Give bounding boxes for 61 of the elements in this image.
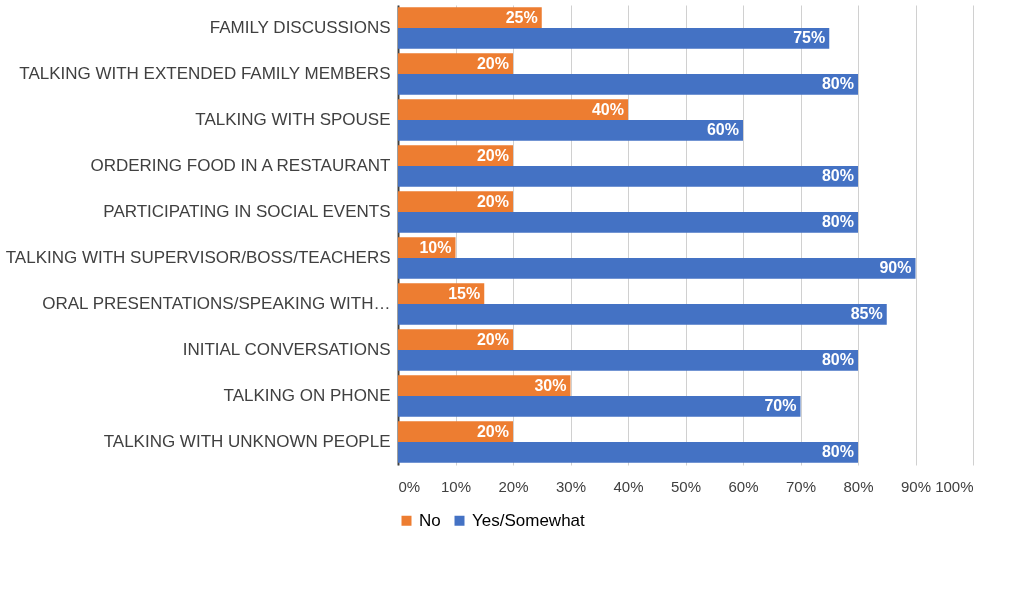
- bar: [398, 145, 513, 166]
- bar: [398, 329, 513, 350]
- bar: [398, 396, 801, 417]
- legend-label: No: [419, 510, 441, 530]
- bar: [398, 304, 887, 325]
- x-tick-label: 80%: [843, 477, 874, 495]
- data-label: 20%: [476, 422, 509, 440]
- bar: [398, 442, 858, 463]
- data-label: 80%: [821, 443, 854, 461]
- data-label: 20%: [476, 54, 509, 72]
- data-label: 80%: [821, 351, 854, 369]
- bar: [398, 120, 743, 141]
- data-label: 85%: [850, 305, 883, 323]
- bar: [398, 191, 513, 212]
- bar: [398, 212, 858, 233]
- x-tick-label: 30%: [555, 477, 587, 495]
- bar: [398, 28, 830, 49]
- x-tick-label: 100%: [935, 477, 974, 495]
- bar: [398, 258, 916, 279]
- data-label: 80%: [821, 167, 854, 185]
- data-label: 10%: [419, 238, 452, 256]
- data-label: 80%: [821, 75, 854, 93]
- data-label: 75%: [793, 29, 826, 47]
- x-tick-label: 20%: [498, 477, 529, 495]
- x-tick-label: 90%: [900, 477, 932, 495]
- y-tick-label: TALKING ON PHONE: [223, 386, 391, 405]
- bar: [398, 375, 571, 396]
- legend-label: Yes/Somewhat: [472, 510, 586, 530]
- bar: [398, 166, 858, 187]
- bar: [398, 74, 858, 95]
- y-tick-label: FAMILY DISCUSSIONS: [209, 18, 391, 37]
- y-tick-label: TALKING WITH SPOUSE: [195, 110, 391, 129]
- data-label: 60%: [706, 121, 739, 139]
- x-tick-label: 10%: [440, 477, 472, 495]
- x-tick-label: 60%: [728, 477, 759, 495]
- data-label: 40%: [591, 100, 624, 118]
- x-tick-label: 70%: [785, 477, 817, 495]
- bar: [398, 7, 542, 28]
- bar: [398, 350, 858, 371]
- bar: [398, 421, 513, 442]
- y-tick-label: TALKING WITH EXTENDED FAMILY MEMBERS: [19, 64, 391, 83]
- y-tick-label: TALKING WITH UNKNOWN PEOPLE: [103, 432, 391, 451]
- data-label: 70%: [764, 397, 797, 415]
- data-label: 15%: [448, 284, 481, 302]
- data-label: 20%: [476, 330, 509, 348]
- y-tick-label: TALKING WITH SUPERVISOR/BOSS/TEACHERS: [5, 248, 391, 267]
- y-tick-label: ORAL PRESENTATIONS/SPEAKING WITH…: [42, 294, 391, 313]
- x-tick-label: 50%: [670, 477, 702, 495]
- y-tick-label: ORDERING FOOD IN A RESTAURANT: [90, 156, 391, 175]
- x-tick-label: 40%: [613, 477, 644, 495]
- data-label: 80%: [821, 213, 854, 231]
- y-tick-label: PARTICIPATING IN SOCIAL EVENTS: [103, 202, 391, 221]
- x-tick-label: 0%: [398, 477, 421, 495]
- data-label: 90%: [879, 259, 912, 277]
- data-label: 30%: [534, 376, 567, 394]
- data-label: 25%: [505, 8, 538, 26]
- bar: [398, 53, 513, 74]
- data-label: 20%: [476, 146, 509, 164]
- bar: [398, 99, 628, 120]
- y-tick-label: INITIAL CONVERSATIONS: [182, 340, 391, 359]
- data-label: 20%: [476, 192, 509, 210]
